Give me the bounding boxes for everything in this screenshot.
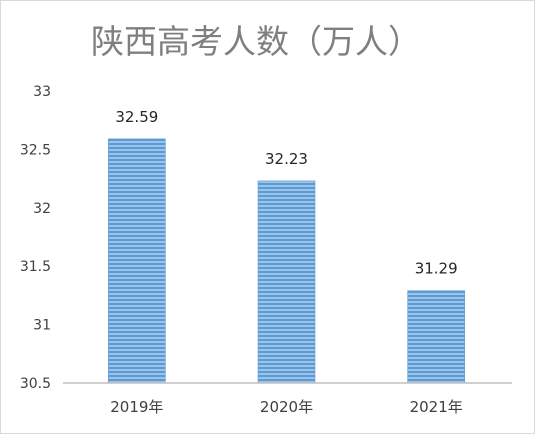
data-label: 31.29 [415,260,458,278]
y-tick-label: 32.5 [20,142,51,158]
y-tick-label: 31 [33,318,51,334]
bars [108,138,465,384]
y-tick-label: 30.5 [20,376,51,392]
y-tick-label: 33 [33,84,51,100]
y-axis-ticks: 30.5 31 31.5 32 32.5 33 [20,84,51,392]
data-labels: 32.59 32.23 31.29 [115,108,457,278]
bar-1 [108,138,166,384]
chart-title: 陕西高考人数（万人） [91,22,421,61]
y-tick-label: 32 [33,201,51,217]
category-label: 2019年 [110,398,163,416]
data-label: 32.23 [265,150,308,168]
bar-3 [407,290,465,384]
data-label: 32.59 [115,108,158,126]
y-tick-label: 31.5 [20,259,51,275]
category-labels: 2019年 2020年 2021年 [110,398,463,416]
category-label: 2020年 [260,398,313,416]
category-label: 2021年 [410,398,463,416]
bar-2 [257,180,316,384]
